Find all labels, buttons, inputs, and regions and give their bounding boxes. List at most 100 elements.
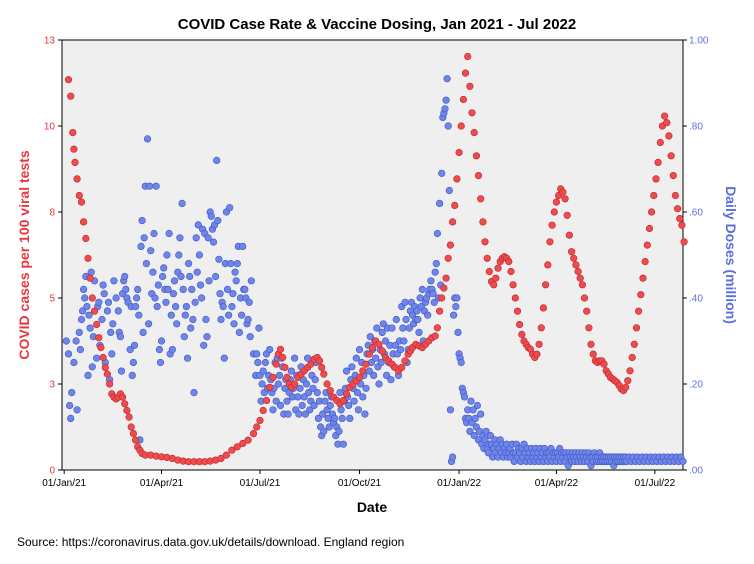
dose-point — [185, 260, 193, 268]
dose-point — [400, 337, 408, 345]
dose-point — [88, 363, 96, 371]
dose-point — [191, 298, 199, 306]
dose-point — [217, 315, 225, 324]
case-point — [665, 132, 673, 140]
dose-point — [454, 328, 462, 337]
case-point — [233, 443, 241, 451]
dose-point — [383, 371, 391, 380]
case-point — [326, 387, 334, 395]
dose-point — [231, 268, 239, 276]
case-point — [539, 304, 548, 312]
dose-point — [193, 268, 201, 276]
case-point — [249, 430, 258, 438]
case-point — [323, 380, 331, 388]
case-point — [544, 261, 552, 269]
dose-point — [300, 393, 308, 401]
dose-point — [336, 389, 344, 397]
dose-point — [460, 393, 469, 401]
case-point — [464, 52, 472, 61]
y-left-tick-label: 13 — [44, 36, 56, 47]
dose-point — [200, 341, 208, 349]
dose-point — [116, 333, 124, 341]
x-axis: 01/Jan/21 01/Apr/21 01/Jul/21 01/Oct/21 01/J… — [42, 470, 676, 489]
case-point — [398, 363, 406, 372]
dose-point — [427, 277, 435, 285]
dose-point — [176, 234, 184, 242]
dose-point — [309, 384, 317, 392]
case-point — [518, 330, 526, 339]
case-point — [92, 320, 101, 329]
dose-point — [95, 298, 103, 306]
dose-point — [441, 105, 449, 113]
dose-point — [352, 354, 360, 362]
dose-point — [167, 311, 175, 319]
dose-point — [337, 406, 345, 414]
dose-point — [194, 221, 202, 229]
dose-point — [142, 260, 150, 268]
dose-point — [274, 380, 283, 388]
case-point — [678, 221, 686, 229]
case-point — [567, 248, 576, 256]
dose-point — [175, 251, 183, 259]
dose-point — [272, 397, 280, 405]
dose-point — [154, 281, 162, 289]
dose-point — [457, 358, 465, 367]
case-point — [550, 208, 558, 216]
dose-point — [314, 414, 323, 423]
case-point — [600, 360, 608, 368]
case-point — [129, 430, 137, 438]
dose-point — [156, 358, 165, 367]
dose-point — [301, 410, 310, 418]
case-point — [634, 307, 643, 315]
case-point — [103, 370, 111, 378]
dose-point — [220, 354, 228, 362]
dose-point — [397, 346, 405, 354]
dose-point — [98, 315, 106, 324]
case-point — [585, 324, 593, 332]
dose-point — [182, 303, 190, 311]
dose-point — [229, 290, 237, 298]
case-point — [485, 267, 493, 276]
dose-point — [247, 277, 255, 285]
dose-point — [165, 229, 173, 238]
case-point — [291, 380, 299, 388]
dose-point — [227, 260, 235, 268]
case-point — [320, 370, 328, 378]
dose-point — [62, 337, 70, 345]
case-point — [444, 254, 452, 262]
case-point — [515, 320, 524, 329]
dose-point — [325, 423, 333, 431]
case-point — [663, 119, 671, 127]
case-point — [626, 367, 634, 375]
dose-point — [296, 384, 304, 392]
dose-point — [181, 311, 189, 319]
dose-point — [132, 303, 140, 311]
case-point — [95, 334, 103, 342]
case-point — [505, 258, 513, 266]
dose-point — [188, 285, 196, 294]
dose-point — [214, 217, 222, 225]
dose-point — [372, 354, 380, 362]
dose-point — [70, 358, 78, 367]
case-point — [533, 350, 541, 358]
case-point — [548, 221, 556, 229]
dose-point — [129, 358, 137, 367]
case-point — [318, 363, 326, 372]
dose-point — [259, 367, 267, 375]
case-point — [272, 360, 280, 368]
case-point — [77, 198, 86, 206]
case-point — [132, 436, 140, 444]
dose-point — [203, 333, 211, 341]
x-tick-label: 01/Jan/21 — [42, 478, 86, 489]
dose-point — [449, 453, 457, 461]
case-point — [378, 347, 386, 355]
dose-point — [204, 234, 212, 242]
case-point — [494, 264, 502, 272]
dose-point — [104, 298, 113, 306]
dose-point — [375, 380, 383, 388]
x-tick-label: 01/Jan/22 — [437, 478, 481, 489]
dose-point — [399, 324, 407, 332]
case-point — [647, 208, 656, 216]
dose-point — [313, 389, 321, 397]
